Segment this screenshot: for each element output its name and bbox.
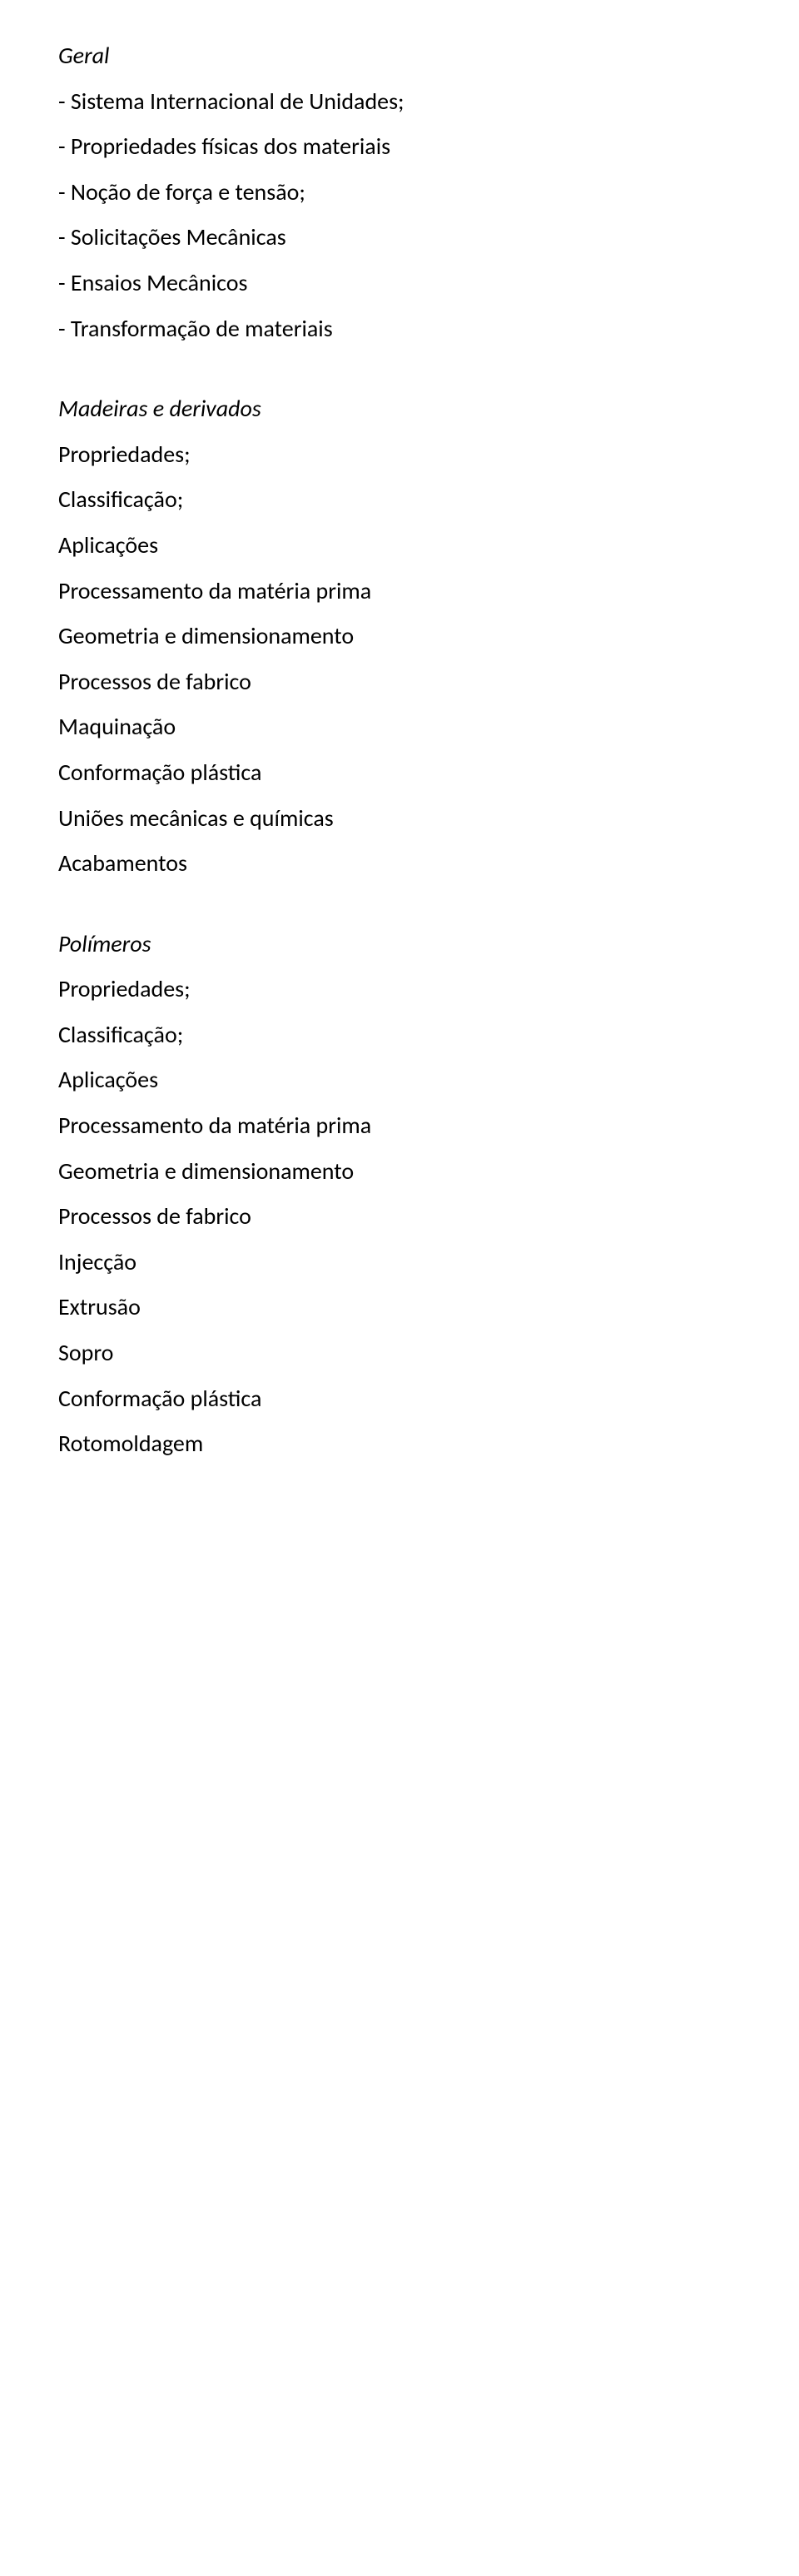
list-item: Sopro bbox=[58, 1330, 741, 1376]
list-item: - Sistema Internacional de Unidades; bbox=[58, 79, 741, 125]
list-item: Aplicações bbox=[58, 1057, 741, 1103]
section-heading-polimeros: Polímeros bbox=[58, 922, 741, 967]
list-item: Geometria e dimensionamento bbox=[58, 614, 741, 659]
list-item: Classificação; bbox=[58, 1012, 741, 1058]
list-item: Uniões mecânicas e químicas bbox=[58, 796, 741, 842]
list-item: Extrusão bbox=[58, 1285, 741, 1330]
list-item: Propriedades; bbox=[58, 432, 741, 478]
list-item: Maquinação bbox=[58, 704, 741, 750]
list-item: Classificação; bbox=[58, 477, 741, 523]
list-item: Processos de fabrico bbox=[58, 1194, 741, 1240]
list-item: Conformação plástica bbox=[58, 1376, 741, 1422]
spacer bbox=[58, 887, 741, 922]
list-item: Processos de fabrico bbox=[58, 659, 741, 705]
list-item: - Solicitações Mecânicas bbox=[58, 215, 741, 261]
list-item: Rotomoldagem bbox=[58, 1421, 741, 1467]
list-item: Processamento da matéria prima bbox=[58, 1103, 741, 1149]
list-item: Propriedades; bbox=[58, 967, 741, 1012]
list-item: - Transformação de materiais bbox=[58, 306, 741, 352]
list-item: - Ensaios Mecânicos bbox=[58, 261, 741, 306]
spacer bbox=[58, 351, 741, 386]
list-item: Processamento da matéria prima bbox=[58, 569, 741, 614]
list-item: Injecção bbox=[58, 1240, 741, 1286]
section-heading-geral: Geral bbox=[58, 33, 741, 79]
document-page: Geral - Sistema Internacional de Unidade… bbox=[0, 0, 799, 2576]
list-item: - Propriedades físicas dos materiais bbox=[58, 124, 741, 170]
list-item: Acabamentos bbox=[58, 841, 741, 887]
list-item: Geometria e dimensionamento bbox=[58, 1149, 741, 1195]
list-item: Aplicações bbox=[58, 523, 741, 569]
list-item: Conformação plástica bbox=[58, 750, 741, 796]
list-item: - Noção de força e tensão; bbox=[58, 170, 741, 216]
section-heading-madeiras: Madeiras e derivados bbox=[58, 386, 741, 432]
